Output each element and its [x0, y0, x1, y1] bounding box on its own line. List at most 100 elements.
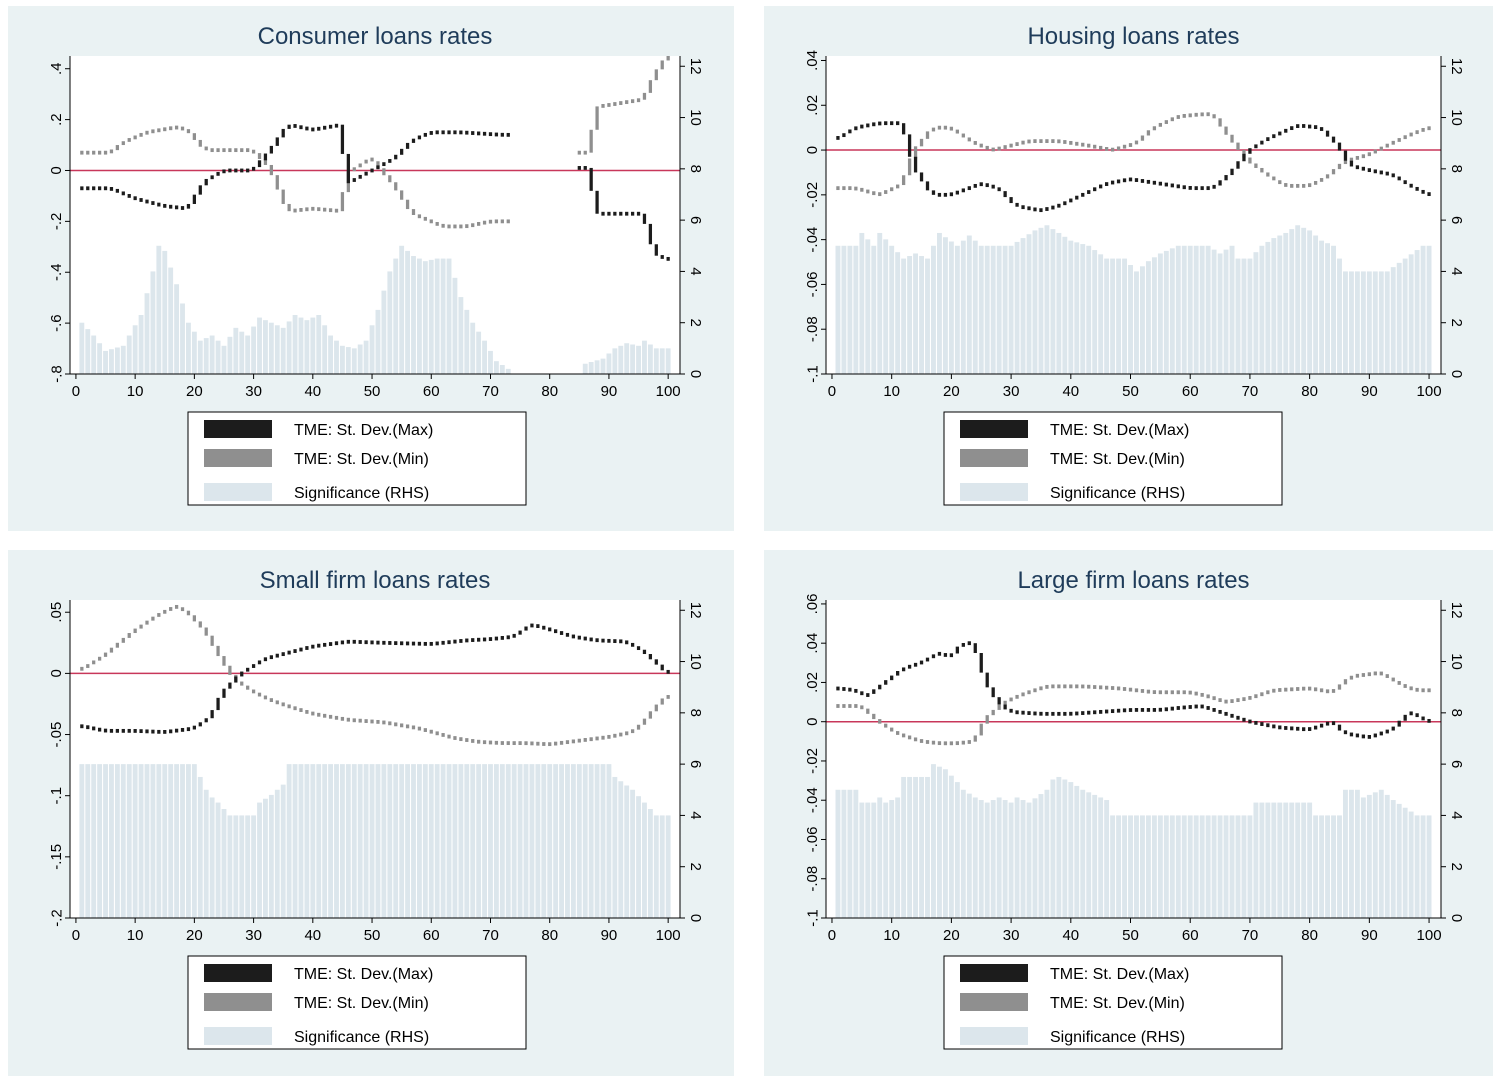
min-bar — [1224, 699, 1228, 704]
min-bar — [1116, 686, 1121, 691]
min-bar — [323, 207, 327, 212]
min-bar — [477, 221, 481, 226]
max-bar — [1296, 124, 1300, 129]
significance-bar — [1378, 271, 1384, 374]
min-bar — [370, 157, 374, 162]
significance-bar — [464, 764, 470, 918]
max-bar — [163, 730, 167, 734]
min-bar — [163, 609, 167, 614]
max-bar — [80, 724, 84, 729]
significance-bar — [422, 764, 428, 918]
max-bar — [311, 644, 315, 649]
significance-bar — [1050, 229, 1056, 374]
significance-bar — [636, 345, 641, 374]
significance-bar — [168, 267, 174, 374]
significance-bar — [865, 802, 871, 918]
max-bar — [299, 647, 303, 652]
significance-bar — [877, 232, 883, 374]
significance-bar — [251, 815, 257, 918]
min-bar — [115, 642, 120, 648]
significance-bar — [499, 764, 505, 918]
x-tick-label: 100 — [656, 927, 681, 944]
chart-title: Housing loans rates — [1027, 23, 1239, 50]
x-tick-label: 60 — [423, 383, 440, 400]
min-bar — [1218, 118, 1222, 127]
x-tick-label: 60 — [423, 927, 440, 944]
max-bar — [234, 168, 238, 173]
min-bar — [919, 138, 924, 147]
min-bar — [1355, 155, 1360, 160]
min-bar — [648, 80, 653, 93]
significance-bar — [1104, 258, 1110, 374]
max-bar — [583, 166, 587, 170]
max-bar — [405, 641, 410, 646]
significance-bar — [1313, 815, 1319, 918]
min-bar — [400, 723, 404, 728]
max-bar — [571, 634, 576, 639]
min-bar — [494, 219, 499, 224]
min-bar — [500, 219, 504, 224]
significance-bar — [470, 322, 476, 374]
max-bar — [240, 671, 244, 677]
max-bar — [848, 129, 852, 134]
significance-bar — [582, 764, 588, 918]
max-bar — [1302, 124, 1306, 128]
max-bar — [1128, 708, 1133, 712]
x-tick-label: 60 — [1182, 383, 1199, 400]
max-bar — [269, 145, 273, 154]
significance-bar — [1026, 234, 1032, 374]
significance-bar — [594, 360, 600, 374]
significance-bar — [1348, 789, 1354, 918]
significance-bar — [79, 764, 85, 918]
significance-bar — [1325, 815, 1331, 918]
max-bar — [400, 641, 404, 646]
significance-bar — [292, 764, 298, 918]
significance-bar — [1086, 792, 1092, 918]
max-bar — [293, 649, 297, 653]
significance-bar — [351, 764, 357, 918]
min-bar — [246, 685, 250, 690]
significance-bar — [919, 776, 924, 918]
max-bar — [1033, 207, 1037, 212]
min-bar — [648, 711, 653, 719]
significance-bar — [1014, 797, 1020, 918]
max-bar — [1302, 727, 1306, 732]
significance-bar — [150, 764, 156, 918]
legend-max-swatch — [204, 420, 272, 438]
max-bar — [186, 727, 191, 732]
max-bar — [919, 660, 924, 665]
min-bar — [139, 132, 143, 137]
max-bar — [234, 676, 238, 683]
min-bar — [477, 739, 481, 744]
min-bar — [204, 146, 208, 151]
min-bar — [1039, 139, 1043, 144]
max-bar — [1385, 729, 1389, 734]
y-tick-label: .04 — [804, 633, 821, 654]
min-bar — [435, 221, 439, 226]
significance-bar — [245, 815, 251, 918]
panel-small-firm: Small firm loans rates 0 10 20 30 40 50 60 70 80 9… — [8, 550, 734, 1076]
min-bar — [1230, 699, 1234, 704]
min-bar — [423, 216, 427, 221]
min-bar — [907, 735, 912, 740]
significance-bar — [1384, 794, 1390, 918]
min-bar — [666, 56, 670, 61]
min-bar — [376, 161, 380, 169]
significance-bar — [452, 764, 458, 918]
significance-bar — [381, 764, 387, 918]
min-bar — [328, 208, 333, 213]
max-bar — [1075, 195, 1079, 200]
max-bar — [943, 653, 948, 657]
min-bar — [896, 731, 900, 735]
max-bar — [1176, 184, 1180, 189]
min-bar — [269, 698, 273, 702]
max-bar — [836, 686, 840, 691]
max-bar — [1379, 170, 1383, 175]
max-bar — [216, 171, 220, 176]
min-bar — [1182, 113, 1186, 118]
min-bar — [901, 733, 906, 738]
min-bar — [1385, 674, 1389, 678]
significance-bar — [1307, 230, 1313, 374]
max-bar — [500, 132, 504, 137]
